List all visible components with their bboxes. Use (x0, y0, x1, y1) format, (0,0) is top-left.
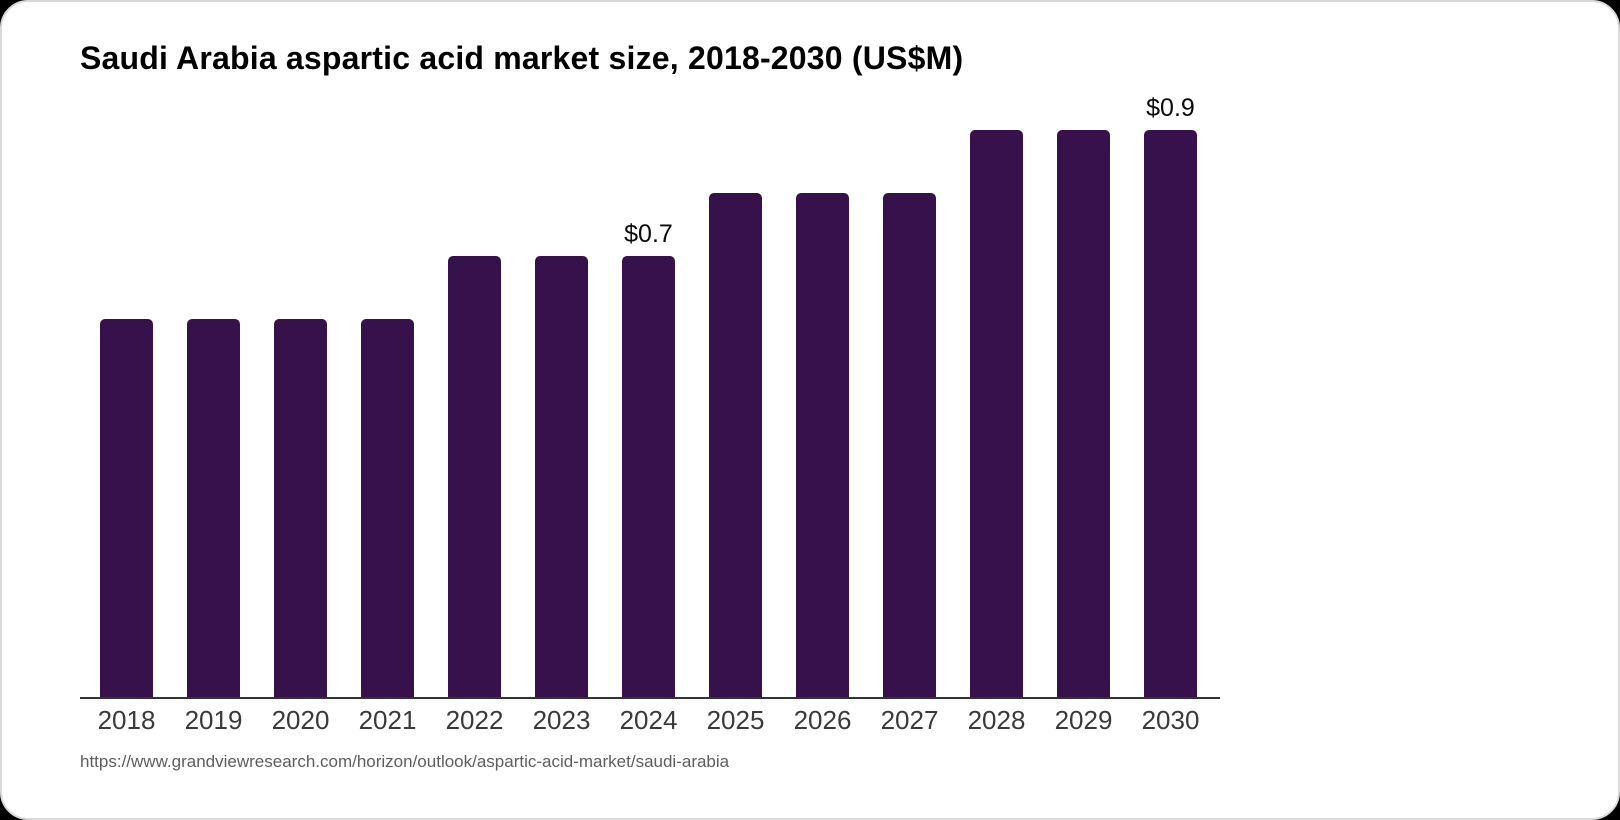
x-tick-label-2027: 2027 (880, 705, 939, 735)
bar-2027[interactable] (883, 193, 936, 697)
bar-cell (344, 94, 431, 697)
bar-2022[interactable] (448, 256, 501, 697)
bar-cell (170, 94, 257, 697)
bar-2024[interactable] (622, 256, 675, 697)
x-tick-label-2021: 2021 (358, 705, 417, 735)
x-tick-label-2026: 2026 (793, 705, 852, 735)
bar-cell: $0.9 (1127, 94, 1214, 697)
bar-2020[interactable] (274, 319, 327, 697)
bar-2026[interactable] (796, 193, 849, 697)
x-tick-label-2024: 2024 (619, 705, 678, 735)
bar-cell (257, 94, 344, 697)
x-tick-label-2029: 2029 (1054, 705, 1113, 735)
x-tick-label-2023: 2023 (532, 705, 591, 735)
bar-2021[interactable] (361, 319, 414, 697)
bar-cell (431, 94, 518, 697)
bar-cell (953, 94, 1040, 697)
bar-2018[interactable] (100, 319, 153, 697)
x-tick-label-2019: 2019 (184, 705, 243, 735)
bar-2030[interactable] (1144, 130, 1197, 697)
chart-title: Saudi Arabia aspartic acid market size, … (80, 40, 964, 76)
bars: $0.7 $0.9 (83, 94, 1214, 697)
data-label-2030: $0.9 (1146, 94, 1195, 122)
x-tick-label-2028: 2028 (967, 705, 1026, 735)
bar-cell (83, 94, 170, 697)
x-tick-label-2022: 2022 (445, 705, 504, 735)
x-tick-label-2030: 2030 (1141, 705, 1200, 735)
bar-2023[interactable] (535, 256, 588, 697)
plot-area: $0.7 $0.9 (80, 92, 1220, 699)
data-label-2024: $0.7 (624, 220, 673, 248)
x-axis-labels: 2018 2019 2020 2021 2022 2023 2024 2025 2026 2027… (83, 705, 1214, 736)
source-url: https://www.grandviewresearch.com/horizo… (80, 752, 730, 771)
bar-2029[interactable] (1057, 130, 1110, 697)
bar-cell (692, 94, 779, 697)
bar-2025[interactable] (709, 193, 762, 697)
bar-cell (518, 94, 605, 697)
bar-cell: $0.7 (605, 94, 692, 697)
x-tick-label-2025: 2025 (706, 705, 765, 735)
bar-2019[interactable] (187, 319, 240, 697)
x-tick-label-2018: 2018 (97, 705, 156, 735)
bar-cell (866, 94, 953, 697)
x-tick-label-2020: 2020 (271, 705, 330, 735)
bar-2028[interactable] (970, 130, 1023, 697)
bar-cell (1040, 94, 1127, 697)
bar-cell (779, 94, 866, 697)
